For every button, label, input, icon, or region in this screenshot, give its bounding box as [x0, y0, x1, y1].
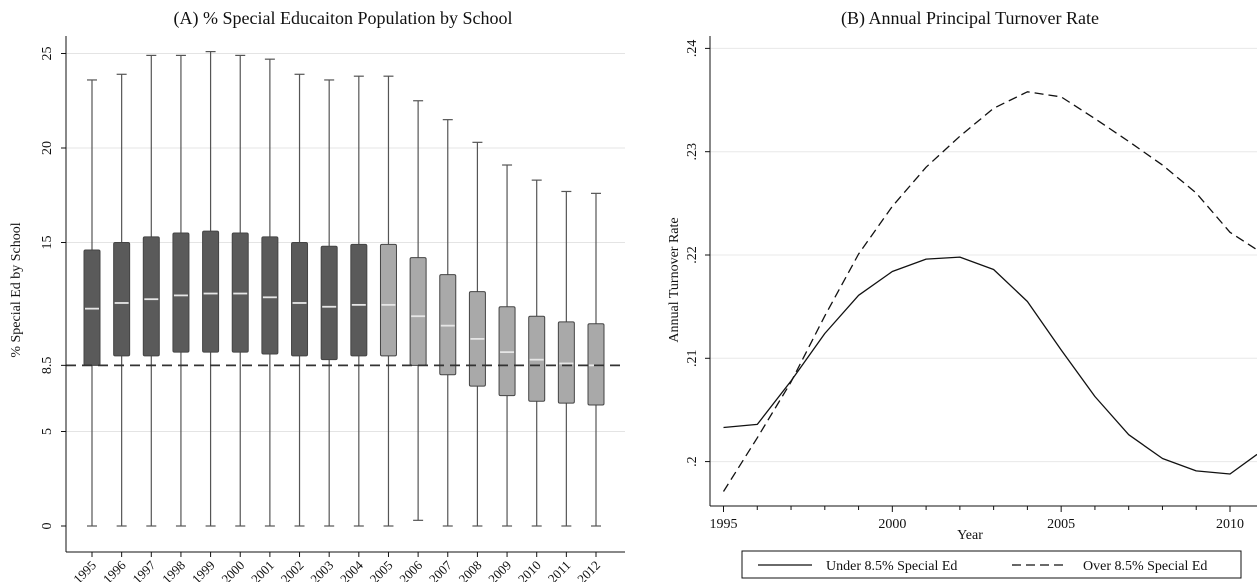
- box-1996: [113, 242, 131, 357]
- y-tick-label: 15: [40, 236, 55, 250]
- box-2001: [261, 236, 279, 355]
- x-tick-label: 2004: [337, 557, 366, 582]
- legend-label-over: Over 8.5% Special Ed: [1083, 559, 1207, 574]
- x-tick-label: 1995: [70, 558, 99, 582]
- panel-b-line-chart: (B) Annual Principal Turnover Rate Annua…: [667, 8, 1257, 579]
- x-tick-label: 2005: [1047, 517, 1075, 532]
- box-2002: [291, 242, 309, 357]
- box-2005: [379, 243, 397, 357]
- x-tick-label: 2010: [1216, 517, 1244, 532]
- x-tick-label: 2000: [218, 558, 247, 582]
- box-1999: [202, 230, 220, 353]
- x-tick-label: 2006: [396, 557, 425, 582]
- x-tick-label: 2007: [426, 557, 455, 582]
- box-2000: [231, 232, 249, 353]
- box-2006: [409, 257, 427, 366]
- y-tick-label: 25: [40, 47, 55, 61]
- box-2003: [320, 245, 338, 361]
- x-tick-label: 2002: [278, 558, 307, 582]
- box-1997: [142, 236, 160, 357]
- x-tick-label: 2000: [878, 517, 906, 532]
- panel-b-axes: [709, 36, 1257, 507]
- legend-label-under: Under 8.5% Special Ed: [826, 559, 957, 574]
- panel-a-boxes: [83, 51, 605, 527]
- panel-a-title: (A) % Special Educaiton Population by Sc…: [174, 8, 513, 29]
- y-tick-label: .21: [685, 350, 700, 368]
- panel-b-gridlines: [710, 47, 1257, 463]
- panel-b-title: (B) Annual Principal Turnover Rate: [841, 8, 1099, 29]
- panel-a-y-ticks: 0 5 8.5 15 20 25: [40, 47, 66, 530]
- box-2007: [439, 274, 457, 376]
- x-tick-label: 2001: [248, 558, 277, 582]
- panel-a-box-plot: (A) % Special Educaiton Population by Sc…: [9, 8, 625, 582]
- box-2010: [528, 315, 546, 402]
- panel-b-y-ticks: .2 .21 .22 .23 .24: [685, 40, 710, 467]
- legend-frame: [741, 550, 1242, 579]
- x-tick-label: 2011: [545, 558, 574, 582]
- y-tick-label: .23: [685, 143, 700, 161]
- x-tick-label: 2009: [485, 558, 514, 582]
- x-tick-label: 2005: [367, 558, 396, 582]
- y-tick-label: .22: [685, 246, 700, 264]
- box-2004: [350, 243, 368, 357]
- y-tick-label: 0: [40, 523, 55, 530]
- y-tick-label: 5: [40, 428, 55, 435]
- series-under-8-5: [723, 256, 1257, 475]
- x-tick-label: 2003: [307, 558, 336, 582]
- panel-a-y-axis-label: % Special Ed by School: [9, 222, 24, 357]
- box-2011: [557, 321, 575, 404]
- x-tick-label: 1999: [189, 558, 218, 582]
- x-tick-label: 2012: [574, 558, 603, 582]
- x-tick-label: 1997: [129, 557, 158, 582]
- panel-a-axes: [65, 36, 625, 553]
- x-tick-label: 2010: [515, 558, 544, 582]
- panel-b-series-lines: [722, 91, 1257, 492]
- x-tick-label: 1995: [710, 517, 738, 532]
- y-tick-label: 8.5: [40, 357, 55, 375]
- box-1995: [83, 249, 101, 366]
- y-tick-label: .2: [685, 456, 700, 467]
- x-tick-label: 2008: [456, 558, 485, 582]
- x-tick-label: 1996: [100, 557, 129, 582]
- panel-b-x-axis-label: Year: [957, 528, 983, 543]
- box-1998: [172, 232, 190, 353]
- y-tick-label: .24: [685, 40, 700, 58]
- panel-b-y-axis-label: Annual Turnover Rate: [667, 217, 682, 342]
- panel-b-x-ticks: 1995 2000 2005 2010: [710, 506, 1244, 532]
- panel-a-x-ticks: 1995 1996 1997 1998 1999 2000 2001 2002 2003 2004…: [70, 552, 603, 582]
- legend: Under 8.5% Special Ed Over 8.5% Special …: [741, 550, 1242, 579]
- box-2012: [587, 323, 605, 406]
- x-tick-label: 1998: [159, 558, 188, 582]
- y-tick-label: 20: [40, 141, 55, 155]
- box-2009: [498, 306, 516, 397]
